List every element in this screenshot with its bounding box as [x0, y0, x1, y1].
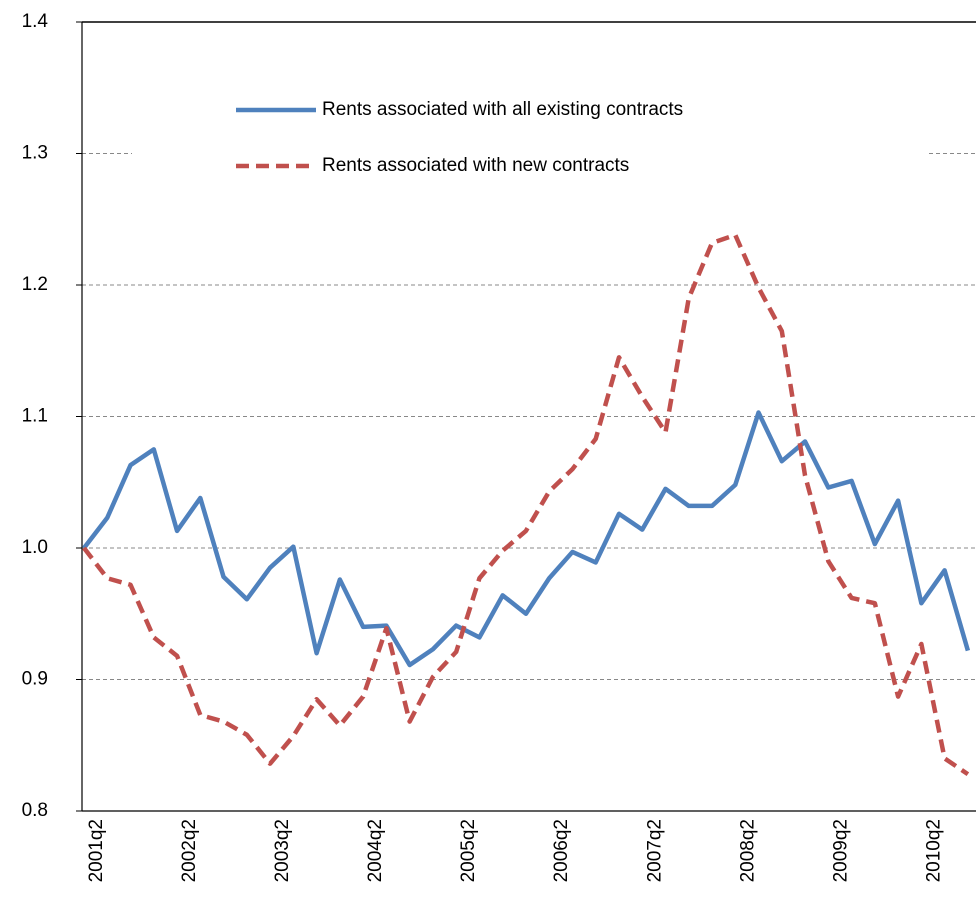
x-tick-label: 2003q2 — [272, 819, 293, 882]
legend-background — [132, 75, 927, 193]
x-tick-label: 2002q2 — [179, 819, 200, 882]
x-tick-label: 2007q2 — [644, 819, 665, 882]
y-tick-label: 1.0 — [22, 537, 48, 558]
data-line — [82, 410, 971, 668]
y-tick-label: 0.9 — [22, 669, 48, 690]
y-tick-label: 1.2 — [22, 274, 48, 295]
y-tick-label: 0.8 — [22, 800, 48, 821]
x-tick-label: 2008q2 — [737, 819, 758, 882]
y-tick-label: 1.1 — [22, 406, 48, 427]
legend-label: Rents associated with new contracts — [322, 155, 629, 176]
legend-label: Rents associated with all existing contr… — [322, 99, 683, 120]
x-tick-label: 2009q2 — [830, 819, 851, 882]
data-line — [82, 232, 970, 777]
y-tick-label: 1.3 — [22, 143, 48, 164]
y-tick-label: 1.4 — [22, 11, 49, 32]
x-tick-label: 2006q2 — [551, 819, 572, 882]
x-tick-label: 2004q2 — [365, 819, 386, 882]
x-tick-label: 2010q2 — [923, 819, 944, 882]
x-tick-label: 2001q2 — [86, 819, 107, 882]
x-tick-label: 2005q2 — [458, 819, 479, 882]
